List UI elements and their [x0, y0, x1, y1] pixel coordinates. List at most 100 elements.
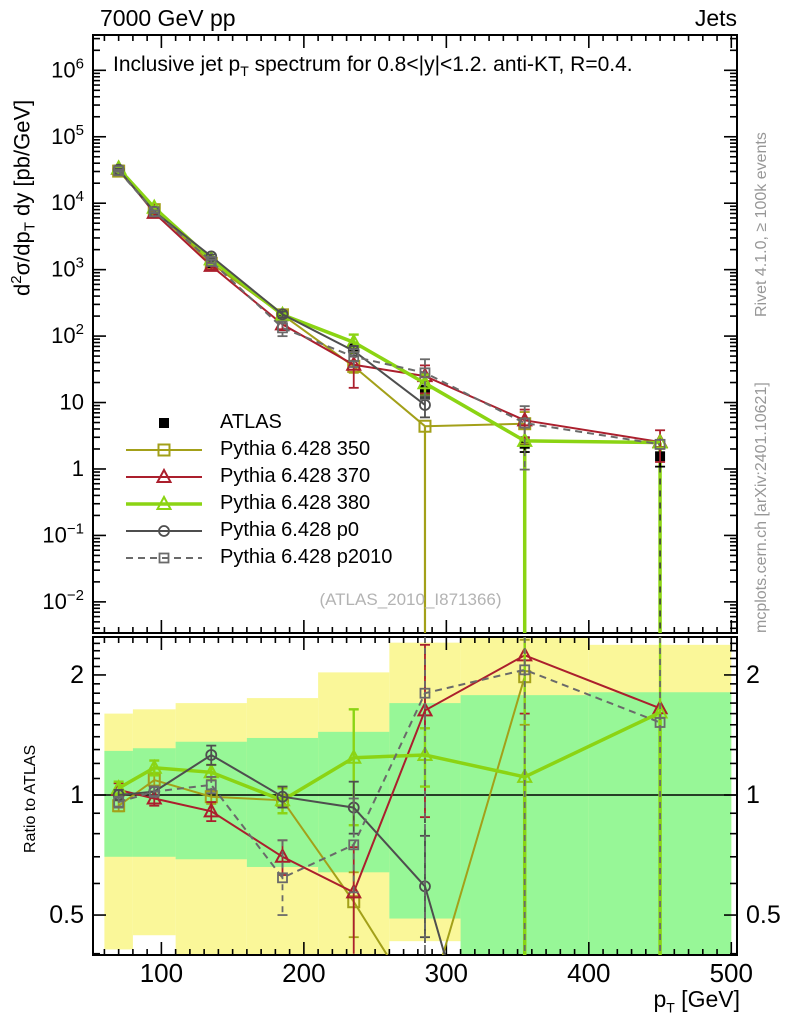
plot-title-pre: Inclusive jet p — [113, 53, 241, 76]
ratio-y-tick-label: 2 — [746, 661, 760, 689]
x-axis-label: pT [GeV] — [550, 986, 740, 1016]
data-marker — [155, 467, 173, 483]
data-marker — [155, 494, 173, 510]
legend-item-pythia-6-428-p2010: Pythia 6.428 p2010 — [122, 544, 392, 571]
main-y-tick-label: 10 — [60, 390, 84, 415]
data-marker — [348, 351, 360, 363]
data-marker — [654, 717, 666, 728]
data-marker — [159, 417, 169, 428]
main-y-axis-label-sup: 2 — [8, 275, 25, 284]
series-line — [117, 710, 661, 803]
ratio-y-tick-label: 2 — [70, 661, 84, 689]
data-marker — [516, 431, 533, 447]
data-marker — [113, 165, 125, 177]
x-tick-label: 400 — [567, 958, 610, 988]
legend-label: Pythia 6.428 370 — [220, 465, 371, 487]
legend-item-pythia-6-428-p0: Pythia 6.428 p0 — [122, 517, 392, 544]
data-marker — [418, 419, 432, 433]
legend-item-pythia-6-428-370: Pythia 6.428 370 — [122, 463, 392, 490]
ratio-y-tick-label: 1 — [746, 781, 760, 809]
series-line — [117, 167, 661, 445]
data-marker — [110, 159, 127, 175]
axis-ticks — [93, 35, 737, 955]
watermark-label: (ATLAS_2010_I871366) — [319, 590, 502, 609]
data-marker — [654, 438, 666, 450]
ratio-y-tick-label: 0.5 — [49, 901, 84, 929]
main-y-tick-label: 10−2 — [42, 587, 84, 614]
legend-marker-triangle-open — [126, 494, 202, 510]
legend-item-pythia-6-428-380: Pythia 6.428 380 — [122, 490, 392, 517]
data-marker — [276, 790, 289, 803]
x-axis-label-part: p — [653, 986, 667, 1012]
legend-label: Pythia 6.428 350 — [220, 438, 371, 460]
x-axis-label-part: [GeV] — [674, 986, 740, 1012]
legend-marker-square-filled — [159, 417, 169, 428]
plot-title-sub: T — [240, 63, 249, 80]
data-marker — [651, 433, 669, 449]
data-marker — [277, 322, 288, 334]
beam-energy-label: 7000 GeV pp — [100, 5, 236, 31]
data-marker — [416, 374, 434, 390]
x-tick-label: 200 — [282, 958, 325, 988]
data-marker — [345, 883, 362, 899]
ratio-panel-frame — [92, 636, 738, 956]
series-line — [117, 168, 426, 406]
main-y-axis-label: d2σ/dpT dy [pb/GeV] — [8, 100, 39, 296]
legend-label: ATLAS — [220, 411, 282, 433]
main-series-pythia-6-428-350 — [112, 164, 532, 445]
x-tick-label: 500 — [710, 958, 753, 988]
data-marker — [276, 308, 289, 321]
x-axis-label-sub: T — [666, 999, 675, 1016]
main-y-axis-label-part: σ/dp — [9, 231, 35, 276]
data-marker — [519, 417, 531, 429]
main-y-tick-label: 10−1 — [42, 520, 84, 547]
plot-title: Inclusive jet pT spectrum for 0.8<|y|<1.… — [113, 53, 735, 79]
series-line — [118, 654, 661, 894]
series-line — [117, 170, 661, 446]
data-marker — [113, 796, 125, 808]
main-y-tick-label: 103 — [51, 255, 84, 282]
main-series-pythia-6-428-p0 — [112, 163, 431, 419]
main-series-pythia-6-428-p2010 — [113, 165, 666, 471]
ratio-y-tick-label: 1 — [70, 781, 84, 809]
data-marker — [205, 749, 218, 761]
legend-label: Pythia 6.428 p2010 — [220, 546, 393, 568]
main-series-pythia-6-428-380 — [110, 159, 669, 449]
data-marker — [419, 687, 431, 699]
ratio-series-layer — [110, 637, 669, 1021]
data-marker — [203, 802, 220, 818]
data-marker — [205, 779, 217, 791]
main-y-axis-label-part: dy [pb/GeV] — [9, 99, 35, 223]
data-marker — [148, 786, 160, 797]
data-marker — [158, 552, 170, 563]
main-y-tick-label: 106 — [51, 55, 84, 82]
legend-marker-triangle-open — [126, 467, 202, 483]
data-marker — [277, 872, 288, 884]
legend-label: Pythia 6.428 p0 — [220, 519, 359, 541]
legend-marker-square-open — [126, 443, 202, 456]
data-marker — [158, 524, 170, 537]
series-line — [117, 170, 525, 428]
legend-marker-square-open-small — [126, 552, 202, 563]
data-marker — [157, 443, 171, 456]
main-y-axis-label-part: d — [9, 283, 35, 296]
data-marker — [345, 748, 362, 764]
main-series-layer — [110, 159, 669, 633]
data-marker — [419, 367, 431, 379]
legend-label: Pythia 6.428 380 — [220, 492, 371, 514]
data-marker — [146, 758, 163, 774]
x-tick-label: 300 — [425, 958, 468, 988]
legend-marker-circle-open — [126, 524, 202, 537]
axis-tick-labels: 100 200 300 400 50010610510410310210110−110−… — [42, 55, 780, 988]
mcplots-reference-label: mcplots.cern.ch [arXiv:2401.10621] — [753, 382, 770, 633]
main-y-tick-label: 1 — [72, 456, 84, 481]
data-marker — [205, 256, 217, 267]
series-line — [117, 168, 661, 443]
ratio-y-axis-label: Ratio to ATLAS — [22, 744, 39, 853]
rivet-version-label: Rivet 4.1.0, ≥ 100k events — [753, 132, 770, 317]
series-line — [118, 668, 661, 880]
legend-item-atlas: ATLAS — [122, 409, 392, 436]
legend-item-pythia-6-428-350: Pythia 6.428 350 — [122, 436, 392, 463]
data-marker — [419, 1010, 430, 1021]
